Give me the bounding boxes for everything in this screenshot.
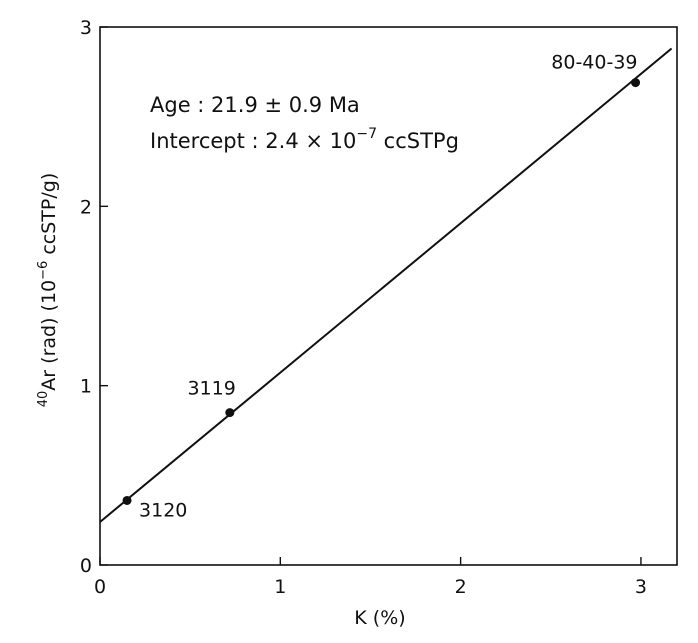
intercept-annotation: Intercept : 2.4 × 10−7 ccSTPg (150, 126, 459, 153)
y-axis-title: 40Ar (rad) (10−6 ccSTP/g) (36, 173, 60, 407)
x-axis-title: K (%) (354, 607, 405, 629)
x-tick-label: 1 (274, 576, 286, 598)
y-axis-title-units: ccSTP/g) (38, 173, 60, 261)
fit-line-group (99, 47, 673, 523)
data-point-label: 3119 (187, 378, 235, 400)
plot-frame (99, 26, 678, 566)
x-tick-label: 0 (94, 576, 106, 598)
data-point (122, 495, 132, 505)
y-tick-label: 2 (80, 196, 92, 218)
data-point-label: 3120 (139, 499, 187, 521)
y-tick-label: 3 (80, 17, 92, 39)
ticks: 0 1 2 3 0 1 2 3 (80, 17, 647, 598)
regression-line (99, 47, 673, 523)
data-point (225, 408, 235, 418)
age-annotation: Age : 21.9 ± 0.9 Ma (150, 93, 360, 117)
y-axis-title-main: Ar (rad) (10 (38, 280, 60, 391)
y-axis-title-isotope: 40 (36, 391, 51, 408)
x-tick-label: 3 (635, 576, 647, 598)
y-tick-label: 1 (80, 376, 92, 398)
intercept-annotation-units: ccSTPg (377, 129, 459, 153)
data-points: 3120 3119 80-40-39 (122, 52, 641, 521)
x-tick-label: 2 (455, 576, 467, 598)
data-point (631, 78, 641, 88)
y-axis-title-exponent: −6 (36, 261, 51, 280)
data-point-label: 80-40-39 (551, 52, 637, 74)
axes (99, 26, 678, 566)
y-tick-label: 0 (80, 555, 92, 577)
intercept-annotation-exponent: −7 (356, 126, 377, 142)
intercept-annotation-main: Intercept : 2.4 × 10 (150, 129, 356, 153)
